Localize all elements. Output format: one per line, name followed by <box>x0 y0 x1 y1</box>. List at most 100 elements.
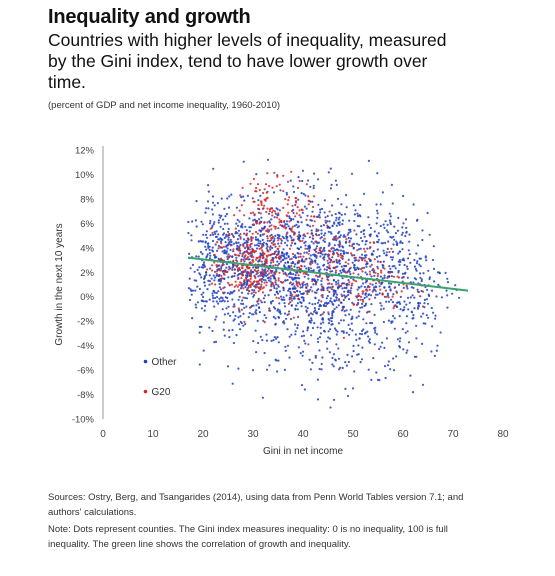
data-point-other <box>440 296 443 299</box>
data-point-other <box>392 357 395 360</box>
x-tick-label: 60 <box>397 429 409 440</box>
data-point-other <box>255 244 259 247</box>
data-point-other <box>418 302 422 305</box>
data-point-other <box>347 279 350 282</box>
data-point-g20 <box>320 289 323 292</box>
data-point-other <box>301 350 305 353</box>
data-point-other <box>208 274 211 277</box>
data-point-other <box>395 240 398 243</box>
data-point-other <box>251 369 255 372</box>
data-point-g20 <box>244 270 247 273</box>
data-point-other <box>188 298 192 302</box>
data-point-other <box>290 333 293 336</box>
data-point-other <box>278 309 281 312</box>
data-point-other <box>405 351 408 354</box>
data-point-other <box>352 350 355 353</box>
data-point-other <box>288 356 291 359</box>
data-point-other <box>446 281 450 284</box>
data-point-other <box>220 296 223 299</box>
data-point-other <box>201 252 204 255</box>
data-point-other <box>278 262 281 265</box>
data-point-other <box>211 224 214 227</box>
data-point-other <box>259 230 262 233</box>
data-point-other <box>321 296 324 299</box>
data-point-other <box>323 249 326 252</box>
data-point-other <box>212 274 215 277</box>
data-point-other <box>279 189 282 192</box>
data-point-other <box>402 259 406 262</box>
data-point-other <box>274 234 277 237</box>
data-point-g20 <box>258 256 261 259</box>
data-point-other <box>355 233 358 236</box>
data-point-g20 <box>416 290 420 293</box>
data-point-g20 <box>249 277 252 281</box>
data-point-other <box>311 234 315 237</box>
data-point-g20 <box>278 245 281 248</box>
legend-label-other: Other <box>152 357 178 368</box>
data-point-g20 <box>376 267 379 270</box>
data-point-other <box>189 288 192 291</box>
data-point-other <box>333 300 336 303</box>
data-point-other <box>257 218 261 221</box>
data-point-other <box>338 260 341 263</box>
data-point-other <box>387 282 391 285</box>
data-point-g20 <box>287 313 290 316</box>
data-point-other <box>356 242 359 245</box>
x-tick-label: 0 <box>100 429 106 440</box>
data-point-g20 <box>330 288 334 291</box>
data-point-g20 <box>291 241 294 245</box>
data-point-other <box>393 327 396 330</box>
data-point-g20 <box>262 207 265 210</box>
data-point-other <box>327 255 330 258</box>
data-point-other <box>211 249 214 252</box>
data-point-g20 <box>263 198 266 201</box>
data-point-g20 <box>261 249 264 252</box>
data-point-other <box>275 287 278 290</box>
data-point-other <box>326 347 329 350</box>
data-point-other <box>285 220 289 223</box>
data-point-other <box>208 245 211 248</box>
data-point-g20 <box>263 321 266 324</box>
data-point-g20 <box>339 253 342 257</box>
data-point-other <box>311 303 314 306</box>
data-point-other <box>267 212 271 215</box>
data-point-other <box>208 326 211 329</box>
data-point-g20 <box>314 282 317 285</box>
data-point-other <box>286 328 289 331</box>
data-point-other <box>399 337 402 340</box>
data-point-other <box>319 326 322 329</box>
data-point-other <box>254 311 257 314</box>
data-point-g20 <box>285 233 288 236</box>
data-point-g20 <box>353 279 356 282</box>
data-point-g20 <box>279 224 282 227</box>
data-point-g20 <box>266 237 269 240</box>
data-point-g20 <box>215 270 219 273</box>
data-point-other <box>196 268 199 271</box>
data-point-other <box>253 289 256 292</box>
data-point-g20 <box>240 277 243 280</box>
data-point-g20 <box>249 280 252 283</box>
data-point-other <box>430 350 433 353</box>
data-point-other <box>266 235 269 238</box>
data-point-other <box>289 179 292 182</box>
data-point-other <box>332 278 335 282</box>
data-point-other <box>408 240 411 243</box>
data-point-g20 <box>331 285 334 288</box>
data-point-other <box>421 342 424 345</box>
data-point-other <box>323 199 326 202</box>
y-tick-label: -4% <box>77 341 94 352</box>
data-point-g20 <box>252 260 255 263</box>
data-point-other <box>385 337 388 340</box>
data-point-other <box>380 242 383 245</box>
data-point-other <box>396 338 399 341</box>
data-point-other <box>211 195 215 198</box>
data-point-other <box>421 238 424 242</box>
data-point-other <box>322 321 325 324</box>
data-point-other <box>354 268 358 271</box>
data-point-other <box>187 220 190 224</box>
data-point-other <box>316 278 319 281</box>
data-point-other <box>237 367 240 370</box>
data-point-other <box>290 276 293 279</box>
data-point-other <box>434 317 437 320</box>
data-point-g20 <box>299 240 302 243</box>
